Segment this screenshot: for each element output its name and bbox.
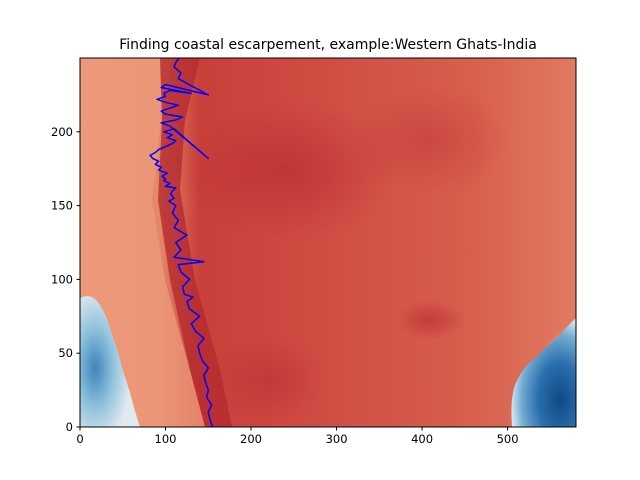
- escarpment-line-series: [149, 58, 214, 427]
- interior-dark-patch: [395, 300, 465, 340]
- x-axis: 0 100 200 300 400 500: [76, 427, 519, 446]
- y-tick-label: 50: [58, 346, 73, 360]
- plot-frame: [79, 57, 577, 428]
- interior-dark-patch: [210, 335, 330, 425]
- chart-title: Finding coastal escarpement, example:Wes…: [119, 37, 537, 53]
- heatmap-image: [80, 58, 576, 427]
- escarpment-band: [158, 58, 232, 427]
- bay-of-bengal: [511, 318, 576, 427]
- y-tick-label: 150: [51, 199, 73, 213]
- x-tick-label: 300: [326, 432, 348, 446]
- interior-dark-patch: [350, 85, 510, 195]
- x-tick-label: 200: [240, 432, 262, 446]
- x-tick-label: 0: [76, 432, 83, 446]
- y-tick-label: 100: [51, 272, 73, 286]
- y-axis: 0 50 100 150 200: [51, 125, 80, 434]
- y-tick-label: 0: [66, 420, 73, 434]
- x-tick-label: 500: [497, 432, 519, 446]
- x-tick-label: 400: [411, 432, 433, 446]
- arabian-sea: [80, 296, 140, 427]
- x-tick-label: 100: [155, 432, 177, 446]
- interior-dark-patch: [180, 100, 400, 240]
- y-tick-label: 200: [51, 125, 73, 139]
